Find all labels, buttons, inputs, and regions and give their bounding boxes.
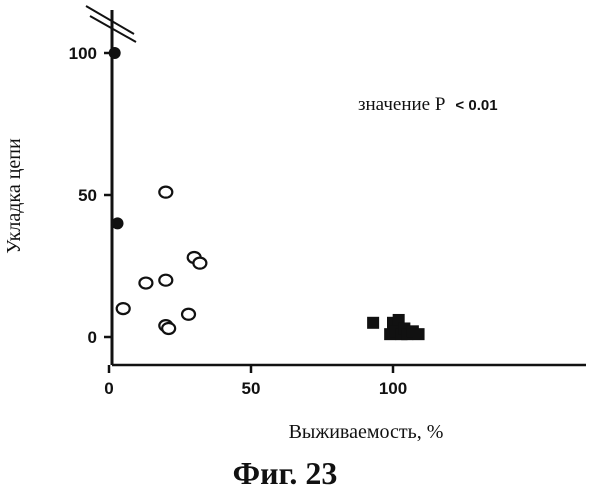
p-value-label: значение P [358,94,445,115]
y-tick-label: 100 [69,44,97,63]
data-point-open-circle [193,258,206,269]
axis-ticks [104,53,393,373]
plot-area: 0 50 100 0 50 100 [69,6,586,398]
data-point-filled-square [413,328,425,340]
data-points [109,47,425,340]
data-point-filled-circle [109,47,121,59]
y-tick-label: 50 [78,186,97,205]
x-tick-label: 100 [379,379,407,398]
y-axis-title: Укладка цепи [3,138,25,254]
data-point-open-circle [182,309,195,320]
figure-caption: Фиг. 23 [233,455,338,491]
data-point-open-circle [159,275,172,286]
x-axis-title: Выживаемость, % [289,421,444,443]
data-point-open-circle [159,187,172,198]
x-tick-label: 50 [242,379,261,398]
p-value-annotation: значение P < 0.01 [358,94,498,115]
data-point-filled-circle [112,217,124,229]
y-tick-label: 0 [88,328,97,347]
data-point-open-circle [162,323,175,334]
data-point-open-circle [117,303,130,314]
p-value-number: < 0.01 [455,97,497,114]
data-point-filled-square [367,317,379,329]
x-tick-label: 0 [104,379,113,398]
data-point-open-circle [139,278,152,289]
